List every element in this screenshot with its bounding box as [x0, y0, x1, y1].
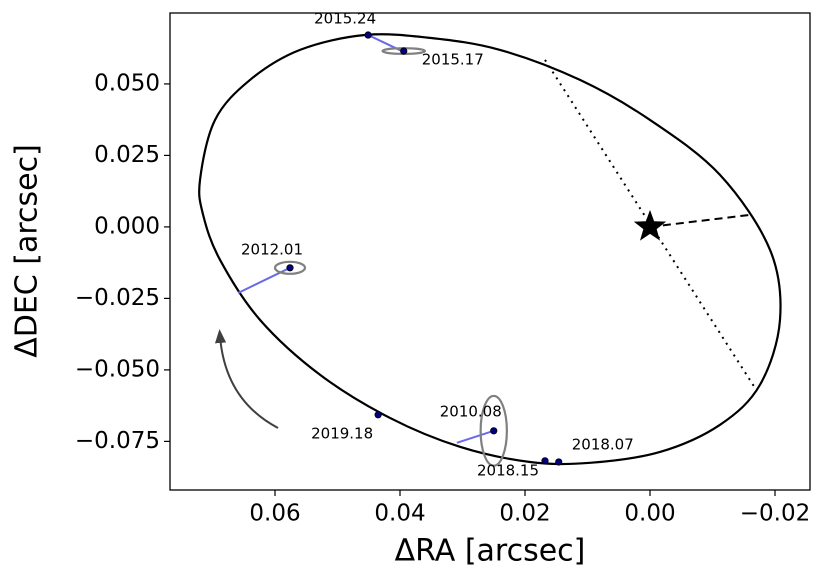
- data-point: [364, 31, 372, 39]
- point-label: 2015.24: [314, 10, 376, 28]
- dotted-line: [544, 59, 756, 389]
- x-tick-label: 0.02: [499, 501, 550, 527]
- point-label: 2018.07: [572, 435, 634, 453]
- x-tick-label: 0.06: [249, 501, 300, 527]
- y-tick-label: −0.075: [75, 428, 160, 454]
- y-tick-label: −0.025: [75, 285, 160, 311]
- point-label: 2015.17: [422, 51, 484, 69]
- data-point: [541, 457, 549, 465]
- point-label: 2019.18: [311, 424, 373, 442]
- error-ellipse: [273, 260, 307, 275]
- dashed-line: [649, 213, 751, 228]
- data-point: [555, 458, 563, 466]
- residual: [237, 266, 291, 294]
- plot-area: [198, 31, 782, 467]
- data-point: [374, 411, 382, 419]
- point-label: 2012.01: [241, 240, 303, 258]
- data-point: [400, 47, 408, 55]
- y-tick-label: 0.050: [94, 70, 160, 96]
- y-tick-label: 0.025: [94, 142, 160, 168]
- x-tick-label: 0.04: [374, 501, 425, 527]
- data-point: [490, 427, 498, 435]
- residual: [456, 429, 495, 444]
- x-tick-label: 0.00: [624, 501, 675, 527]
- y-tick-label: −0.050: [75, 356, 160, 382]
- y-tick-label: 0.000: [94, 213, 160, 239]
- point-label: 2018.15: [477, 461, 539, 479]
- error-ellipse: [479, 394, 508, 467]
- direction-arrow: [214, 329, 279, 429]
- data-point: [286, 264, 294, 272]
- plot-frame: [169, 12, 811, 491]
- y-axis-label: ΔDEC [arcsec]: [10, 144, 45, 358]
- x-tick-label: −0.02: [740, 501, 810, 527]
- point-label: 2010.08: [440, 402, 502, 420]
- star: [633, 209, 667, 241]
- x-axis-label: ΔRA [arcsec]: [395, 534, 586, 569]
